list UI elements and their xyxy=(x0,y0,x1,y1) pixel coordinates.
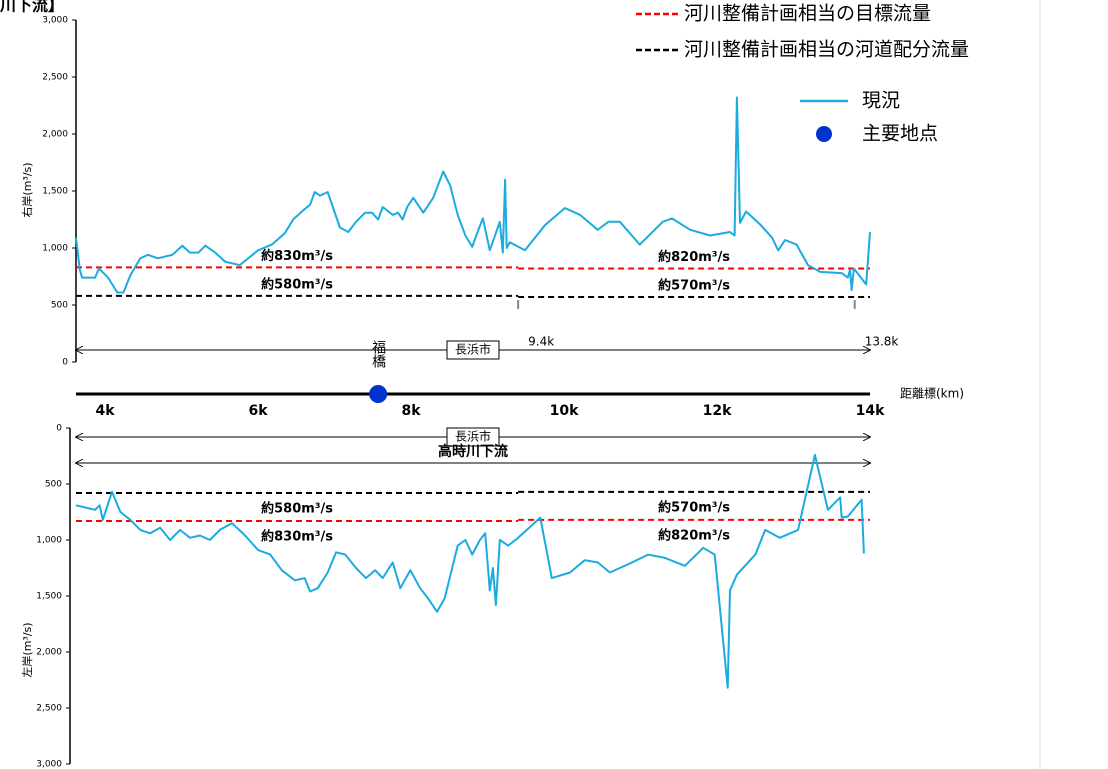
legend-label: 現況 xyxy=(862,90,900,112)
reference-label: 約580m³/s xyxy=(261,276,333,292)
y-tick-label: 1,500 xyxy=(42,187,68,197)
range-box xyxy=(446,427,500,447)
legend-label: 河川整備計画相当の目標流量 xyxy=(684,3,931,25)
y-tick-label: 2,000 xyxy=(42,130,68,140)
key-point-label: 福橋 xyxy=(370,340,386,368)
reference-label: 約820m³/s xyxy=(658,249,730,265)
key-point xyxy=(369,385,388,403)
x-tick-label: 14k xyxy=(856,403,885,419)
reference-label: 約570m³/s xyxy=(658,499,730,515)
reference-label: 約570m³/s xyxy=(658,278,730,294)
y-tick-label: 2,500 xyxy=(36,704,62,714)
x-tick-label: 6k xyxy=(249,403,269,419)
reference-label: 約830m³/s xyxy=(261,248,333,264)
y-tick-label: 500 xyxy=(45,480,62,490)
range-box xyxy=(446,340,500,360)
y-tick-label: 500 xyxy=(51,301,68,311)
series-line xyxy=(75,96,871,294)
y-tick-label: 1,000 xyxy=(36,536,62,546)
reference-label: 約580m³/s xyxy=(261,500,333,516)
reference-label: 約820m³/s xyxy=(658,527,730,543)
x-tick-label: 12k xyxy=(703,403,732,419)
y-tick-label: 2,000 xyxy=(36,648,62,658)
y-axis-label: 左岸(m³/s) xyxy=(21,622,34,677)
legend-label: 主要地点 xyxy=(862,123,938,145)
x-tick-label: 10k xyxy=(550,403,579,419)
range-label: 長浜市 xyxy=(455,429,491,444)
y-tick-label: 3,000 xyxy=(36,760,62,769)
range-label: 高時川下流 xyxy=(438,443,508,460)
marker-label: 13.8k xyxy=(865,335,899,349)
series-line xyxy=(75,453,865,689)
y-tick-label: 3,000 xyxy=(42,16,68,26)
legend-swatch xyxy=(816,126,832,142)
legend-label: 河川整備計画相当の河道配分流量 xyxy=(684,39,969,61)
y-tick-label: 1,500 xyxy=(36,592,62,602)
reference-label: 約830m³/s xyxy=(261,528,333,544)
y-tick-label: 0 xyxy=(62,358,68,368)
y-tick-label: 2,500 xyxy=(42,73,68,83)
y-tick-label: 0 xyxy=(56,424,62,434)
x-tick-label: 4k xyxy=(96,403,116,419)
range-label: 長浜市 xyxy=(455,342,491,357)
page-title: 川下流】 xyxy=(0,0,64,15)
x-axis-label: 距離標(km) xyxy=(900,387,964,401)
x-tick-label: 8k xyxy=(402,403,422,419)
y-tick-label: 1,000 xyxy=(42,244,68,254)
marker-label: 9.4k xyxy=(528,335,554,349)
y-axis-label: 右岸(m³/s) xyxy=(20,162,34,217)
